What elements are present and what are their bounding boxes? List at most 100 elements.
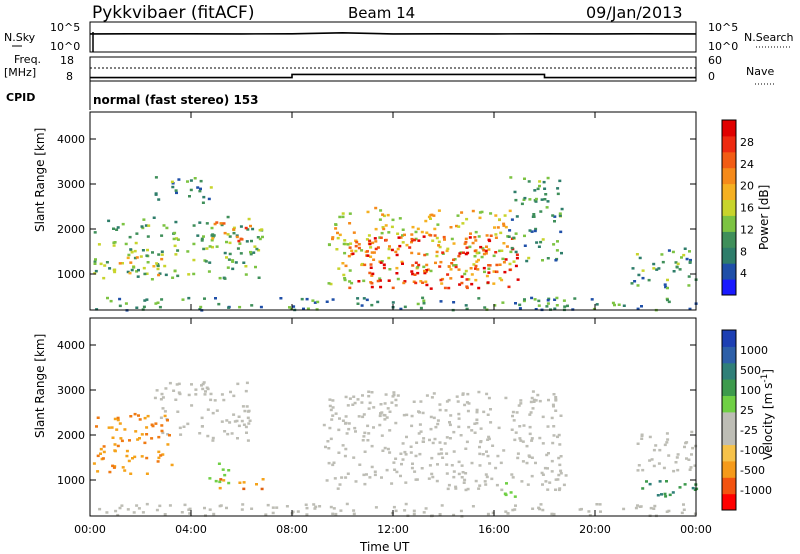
scatter-cell	[382, 266, 386, 270]
scatter-cell	[528, 413, 532, 416]
scatter-cell	[504, 510, 508, 513]
scatter-cell	[241, 503, 245, 506]
scatter-cell	[438, 245, 442, 249]
scatter-cell	[245, 381, 249, 385]
scatter-cell	[354, 244, 358, 248]
scatter-cell	[446, 487, 450, 491]
scatter-cell	[523, 177, 526, 180]
scatter-cell	[116, 226, 120, 229]
scatter-cell	[383, 402, 387, 405]
scatter-cell	[260, 228, 264, 231]
scatter-cell	[158, 305, 162, 309]
scatter-cell	[528, 455, 532, 459]
scatter-cell	[113, 443, 117, 446]
scatter-cell	[637, 464, 641, 467]
scatter-cell	[162, 224, 166, 227]
scatter-cell	[403, 509, 407, 512]
scatter-cell	[236, 437, 239, 440]
scatter-cell	[401, 458, 405, 461]
scatter-cell	[177, 391, 181, 394]
scatter-cell	[440, 504, 444, 507]
scatter-cell	[345, 432, 349, 435]
scatter-cell	[334, 223, 338, 226]
scatter-cell	[528, 425, 532, 429]
scatter-cell	[465, 401, 469, 404]
scatter-cell	[541, 508, 545, 512]
scatter-cell	[513, 438, 517, 442]
scatter-cell	[414, 454, 418, 458]
scatter-cell	[547, 452, 550, 455]
scatter-cell	[382, 227, 386, 231]
scatter-cell	[135, 256, 139, 259]
xlabel: Time UT	[359, 540, 410, 554]
scatter-cell	[421, 296, 425, 300]
scatter-cell	[368, 242, 372, 246]
scatter-cell	[163, 414, 167, 418]
scatter-cell	[535, 241, 539, 244]
scatter-cell	[371, 241, 375, 245]
scatter-cell	[353, 426, 357, 430]
scatter-cell	[457, 268, 461, 271]
colorbar-segment	[722, 493, 736, 511]
scatter-cell	[239, 252, 243, 255]
scatter-cell	[622, 304, 626, 307]
scatter-cell	[133, 249, 137, 253]
scatter-cell	[392, 393, 396, 397]
scatter-cell	[231, 267, 235, 271]
scatter-cell	[436, 419, 440, 422]
scatter-cell	[432, 416, 436, 420]
scatter-cell	[395, 266, 399, 270]
scatter-cell	[233, 420, 237, 423]
scatter-cell	[560, 207, 564, 211]
scatter-cell	[484, 252, 488, 255]
colorbar-tick-label: 500	[740, 364, 761, 377]
scatter-cell	[520, 202, 524, 206]
scatter-cell	[458, 252, 462, 255]
scatter-cell	[388, 245, 391, 248]
scatter-cell	[552, 393, 556, 396]
scatter-cell	[235, 235, 239, 239]
scatter-cell	[437, 240, 441, 244]
scatter-cell	[275, 506, 279, 509]
scatter-cell	[417, 252, 421, 255]
scatter-cell	[421, 411, 425, 415]
scatter-cell	[405, 413, 409, 417]
scatter-cell	[102, 445, 106, 448]
scatter-cell	[206, 387, 210, 391]
station-title: Pykkvibaer (fitACF)	[92, 3, 254, 23]
scatter-cell	[367, 432, 371, 435]
scatter-cell	[228, 235, 232, 238]
scatter-cell	[199, 305, 203, 309]
scatter-cell	[158, 272, 162, 275]
scatter-cell	[429, 217, 432, 220]
scatter-cell	[313, 301, 317, 304]
scatter-cell	[590, 298, 594, 301]
scatter-cell	[171, 182, 175, 185]
scatter-cell	[328, 404, 332, 408]
scatter-cell	[518, 307, 522, 310]
scatter-cell	[485, 234, 489, 237]
scatter-cell	[685, 457, 688, 460]
scatter-cell	[397, 236, 401, 239]
scatter-cell	[255, 483, 258, 486]
colorbar-segment	[722, 199, 736, 216]
scatter-cell	[666, 286, 669, 290]
scatter-cell	[401, 262, 404, 265]
scatter-cell	[370, 285, 374, 289]
scatter-cell	[145, 426, 149, 429]
scatter-cell	[450, 237, 454, 241]
scatter-cell	[680, 511, 684, 515]
scatter-cell	[240, 419, 244, 423]
scatter-cell	[411, 272, 415, 276]
scatter-cell	[438, 403, 442, 406]
scatter-cell	[443, 238, 446, 241]
scatter-cell	[518, 437, 522, 440]
scatter-cell	[416, 227, 420, 231]
scatter-cell	[92, 462, 96, 465]
scatter-cell	[429, 415, 433, 419]
scatter-cell	[391, 286, 395, 290]
scatter-cell	[553, 220, 556, 223]
scatter-cell	[326, 440, 330, 443]
scatter-cell	[239, 237, 243, 241]
scatter-cell	[368, 476, 372, 479]
